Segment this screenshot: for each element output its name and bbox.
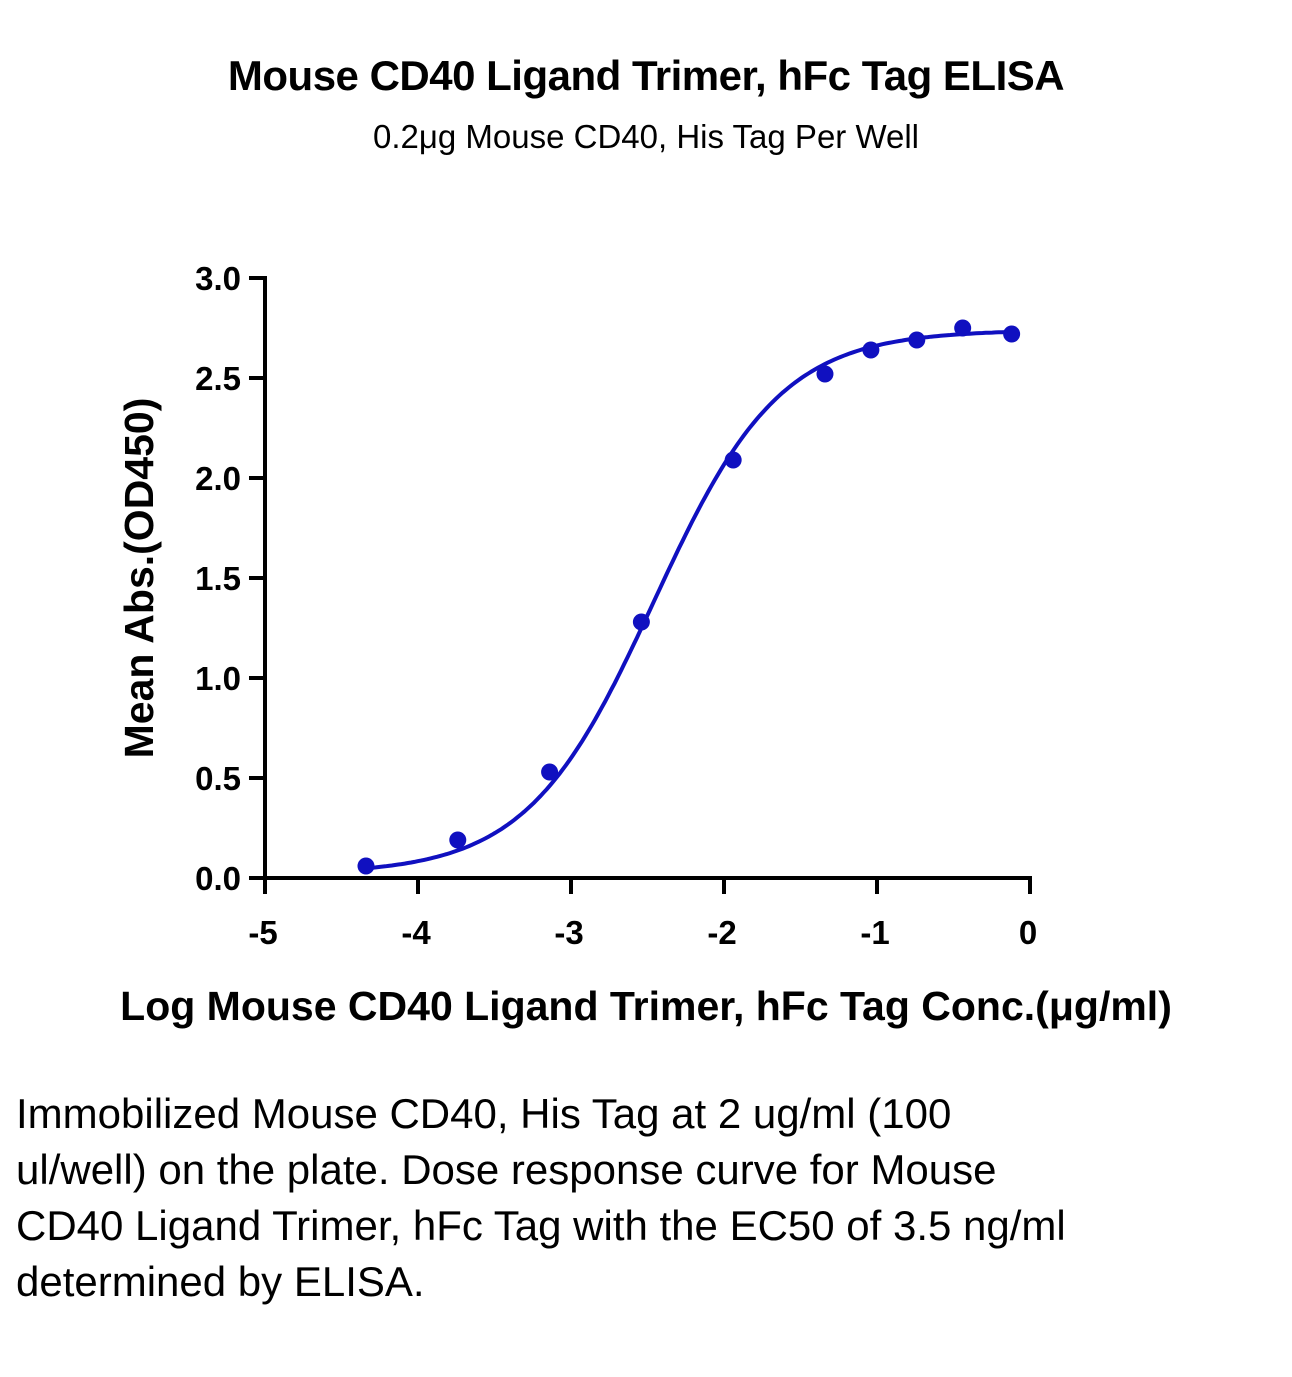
y-axis-label: Mean Abs.(OD450): [116, 398, 162, 759]
x-tick-label: -2: [707, 914, 736, 951]
y-tick-label: 1.5: [195, 560, 241, 597]
x-tick-label: 0: [1019, 914, 1037, 951]
chart-subtitle: 0.2μg Mouse CD40, His Tag Per Well: [372, 118, 920, 155]
y-tick-label: 3.0: [195, 260, 241, 297]
data-point: [357, 857, 375, 875]
y-tick-label: 2.5: [195, 360, 241, 397]
y-tick-label: 2.0: [195, 460, 241, 497]
elisa-dose-response-chart: 0.0 0.5 1.0 1.5 2.0 2.5 3.0 -5 -4 -3 -2 -1 0 Mean Ab…: [116, 260, 1172, 1029]
fit-curve-layer: [365, 329, 1012, 871]
fit-curve: [365, 329, 1012, 871]
data-point: [954, 319, 972, 337]
data-points-layer: [357, 319, 1021, 875]
data-point: [862, 341, 880, 359]
x-tick-label: -3: [554, 914, 583, 951]
data-point: [816, 365, 834, 383]
figure-caption: Immobilized Mouse CD40, His Tag at 2 ug/…: [16, 1090, 1066, 1305]
data-point: [1003, 325, 1021, 343]
data-point: [632, 613, 650, 631]
data-point: [449, 831, 467, 849]
data-point: [541, 763, 559, 781]
x-tick-label: -1: [860, 914, 889, 951]
y-tick-label: 0.0: [195, 860, 241, 897]
x-tick-label: -5: [248, 914, 277, 951]
x-tick-label: -4: [401, 914, 431, 951]
axes: 0.0 0.5 1.0 1.5 2.0 2.5 3.0 -5 -4 -3 -2 -1 0: [195, 260, 1037, 951]
x-axis-label: Log Mouse CD40 Ligand Trimer, hFc Tag Co…: [120, 983, 1172, 1029]
data-point: [908, 331, 926, 349]
data-point: [724, 451, 742, 469]
y-tick-label: 1.0: [195, 660, 241, 697]
chart-title: Mouse CD40 Ligand Trimer, hFc Tag ELISA: [227, 52, 1065, 99]
y-tick-label: 0.5: [195, 760, 241, 797]
